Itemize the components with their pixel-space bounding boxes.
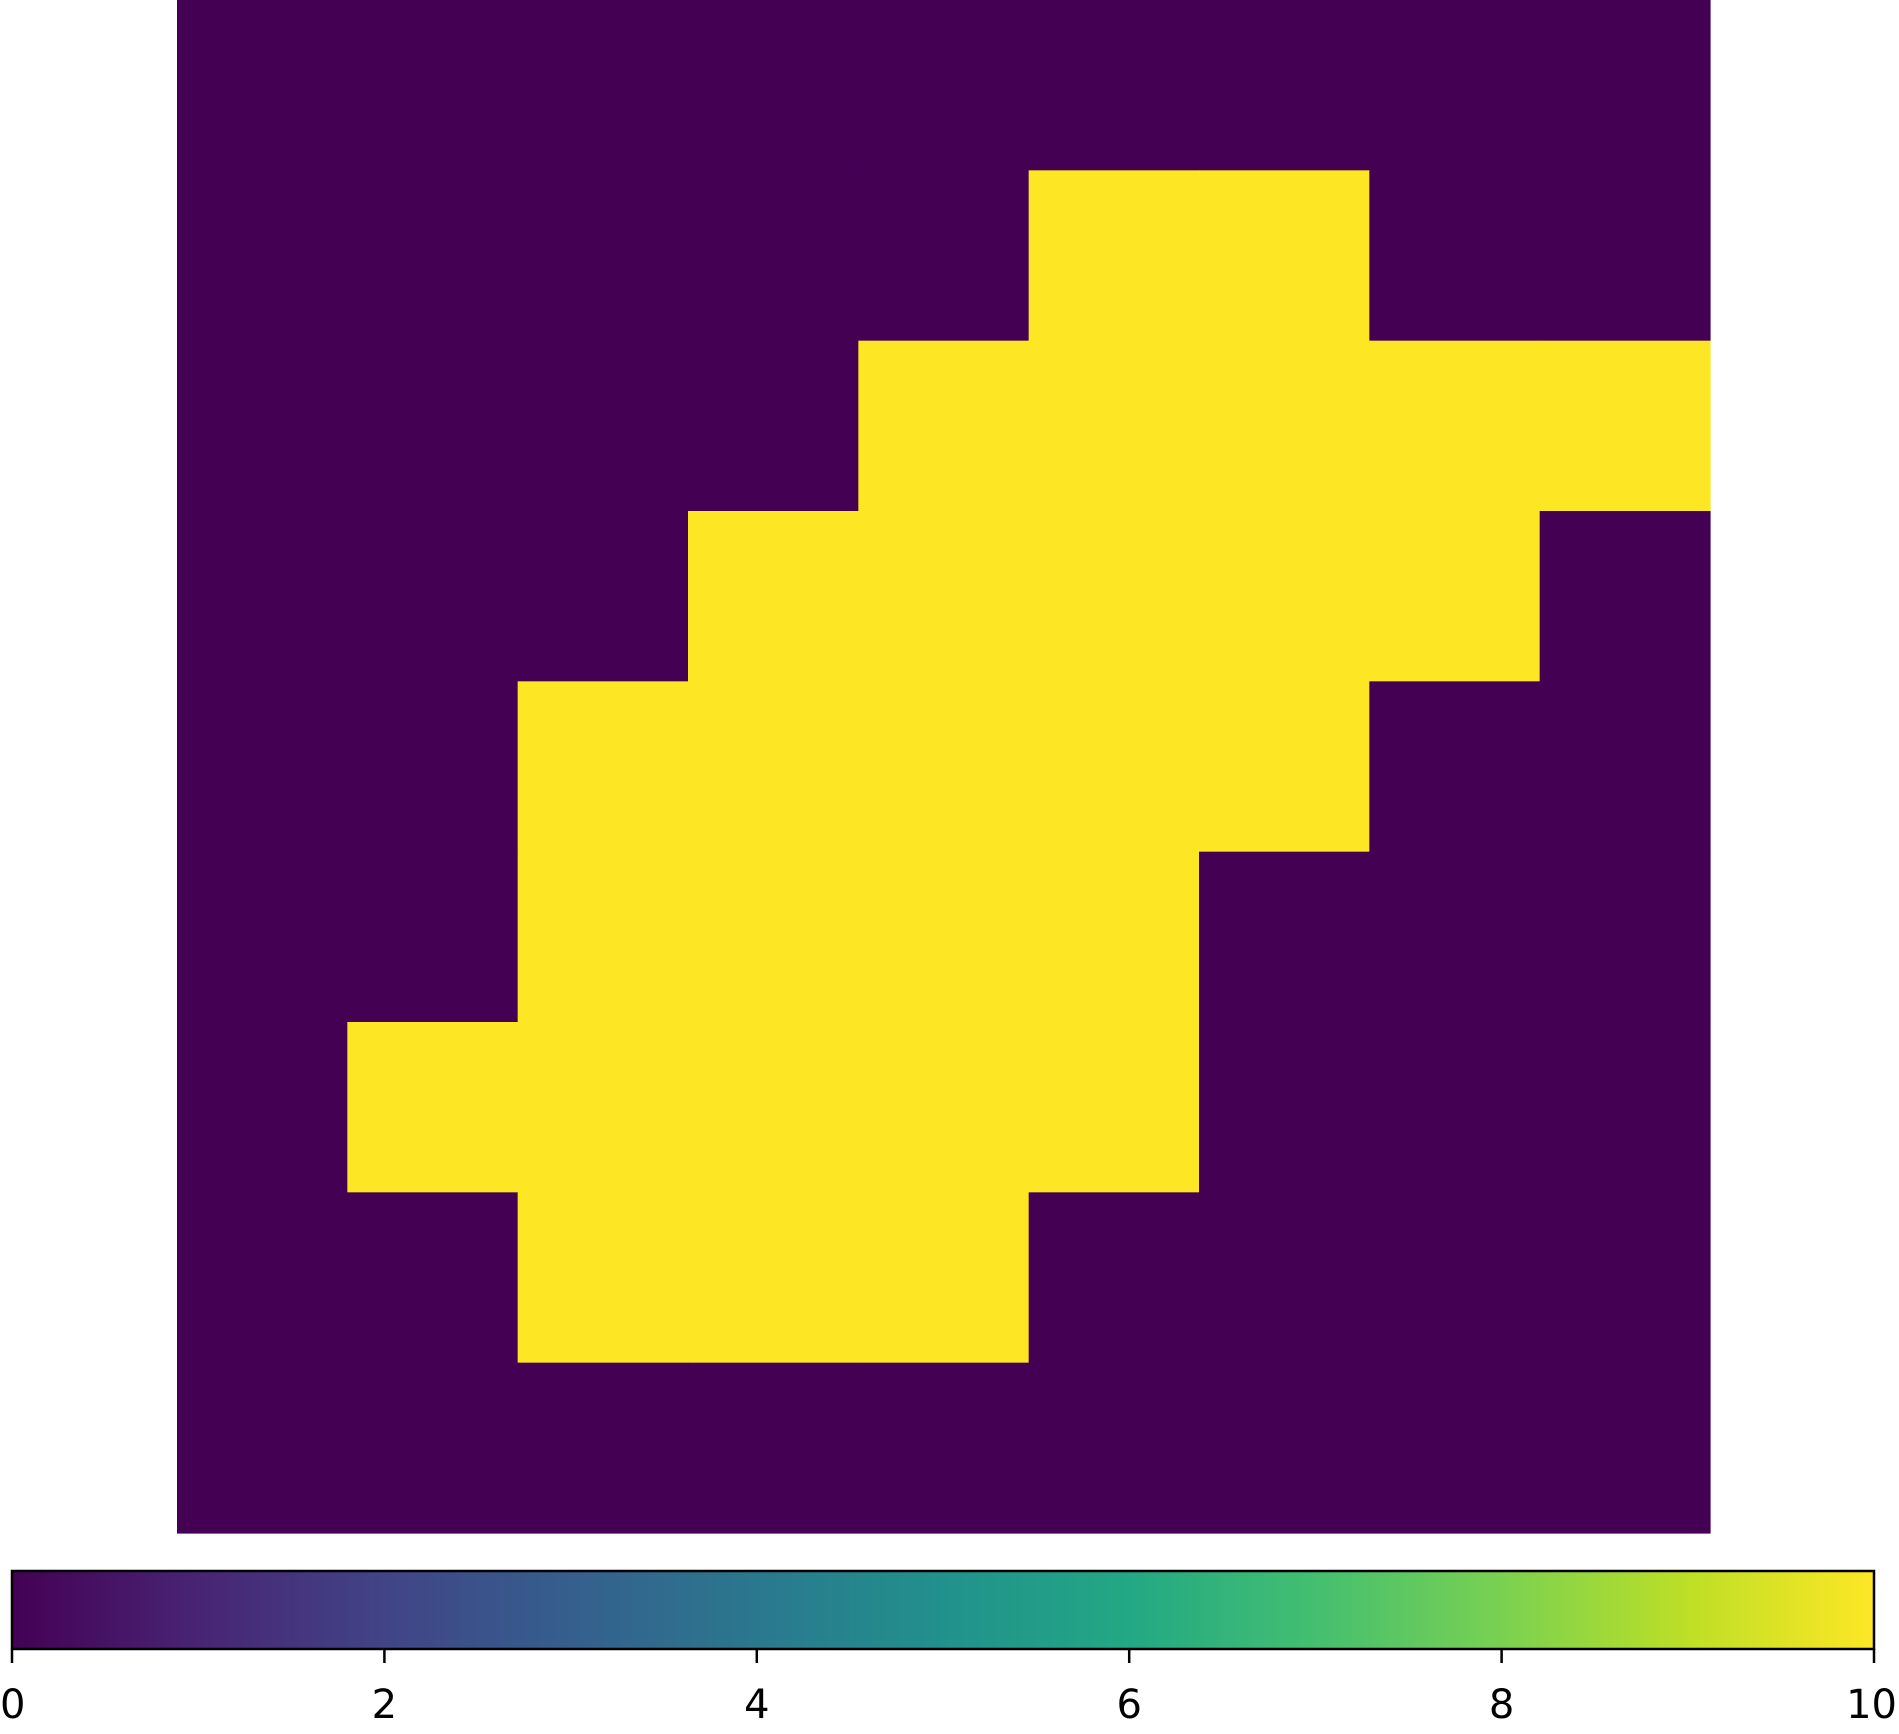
heatmap-cell-r3-c8 [1539,511,1711,682]
heatmap-cell-r7-c4 [858,1192,1030,1364]
heatmap-grid [177,0,1711,1534]
heatmap-cell-r6-c6 [1199,1022,1370,1193]
heatmap-cell-r1-c7 [1369,170,1541,342]
heatmap-cell-r2-c1 [347,340,519,512]
heatmap-cell-r6-c5 [1028,1022,1200,1193]
heatmap-cell-r5-c8 [1539,851,1711,1023]
heatmap-cell-r8-c4 [858,1362,1030,1534]
heatmap-cell-r2-c7 [1369,340,1541,512]
heatmap-cell-r7-c6 [1199,1192,1370,1364]
heatmap-cell-r3-c3 [688,511,859,682]
colorbar-tick-label-8: 8 [1489,1682,1514,1728]
heatmap-cell-r5-c3 [688,851,859,1023]
heatmap-cell-r7-c0 [177,1192,348,1364]
colorbar-tick-label-0: 0 [0,1682,25,1728]
heatmap-cell-r1-c6 [1199,170,1370,342]
heatmap-cell-r0-c3 [688,0,859,171]
heatmap-cell-r3-c6 [1199,511,1370,682]
heatmap-cell-r3-c7 [1369,511,1541,682]
heatmap-cell-r8-c5 [1028,1362,1200,1534]
heatmap-cell-r6-c3 [688,1022,859,1193]
heatmap-cell-r3-c1 [347,511,519,682]
heatmap-cell-r8-c2 [517,1362,689,1534]
heatmap-cell-r5-c5 [1028,851,1200,1023]
heatmap-cell-r1-c3 [688,170,859,342]
heatmap-cell-r8-c8 [1539,1362,1711,1534]
heatmap-cell-r4-c7 [1369,681,1541,853]
heatmap-cell-r0-c1 [347,0,519,171]
heatmap-cell-r4-c4 [858,681,1030,853]
heatmap-cell-r2-c2 [517,340,689,512]
colorbar-tick-label-10: 10 [1846,1682,1897,1728]
heatmap-cell-r4-c8 [1539,681,1711,853]
heatmap-cell-r1-c0 [177,170,348,342]
heatmap-cell-r1-c5 [1028,170,1200,342]
colorbar-ticks: 0 2 4 6 8 10 [0,1649,1897,1728]
heatmap-cell-r6-c0 [177,1022,348,1193]
heatmap-cell-r6-c1 [347,1022,519,1193]
heatmap-cell-r0-c2 [517,0,689,171]
heatmap-cell-r5-c1 [347,851,519,1023]
heatmap-cell-r5-c7 [1369,851,1541,1023]
heatmap-cell-r1-c1 [347,170,519,342]
heatmap-cell-r4-c0 [177,681,348,853]
heatmap-cell-r0-c4 [858,0,1030,171]
heatmap-cell-r7-c5 [1028,1192,1200,1364]
colorbar-tick-label-4: 4 [744,1682,769,1728]
colorbar: 0 2 4 6 8 10 [0,1569,1897,1728]
heatmap-cell-r3-c0 [177,511,348,682]
heatmap-cell-r6-c4 [858,1022,1030,1193]
heatmap-cell-r5-c6 [1199,851,1370,1023]
heatmap-cell-r0-c0 [177,0,348,171]
heatmap-cell-r2-c3 [688,340,859,512]
heatmap-cell-r6-c7 [1369,1022,1541,1193]
heatmap-cell-r4-c6 [1199,681,1370,853]
heatmap-cell-r0-c5 [1028,0,1200,171]
heatmap-cell-r4-c3 [688,681,859,853]
heatmap-cell-r6-c2 [517,1022,689,1193]
heatmap-cell-r4-c5 [1028,681,1200,853]
heatmap-cell-r1-c4 [858,170,1030,342]
heatmap-cell-r4-c2 [517,681,689,853]
heatmap-cell-r0-c6 [1199,0,1370,171]
heatmap-cell-r3-c2 [517,511,689,682]
heatmap-cell-r7-c1 [347,1192,519,1364]
colorbar-tick-label-2: 2 [372,1682,397,1728]
colorbar-tick-label-6: 6 [1116,1682,1141,1728]
colorbar-gradient [10,1569,1876,1651]
heatmap-cell-r1-c2 [517,170,689,342]
heatmap-cell-r8-c1 [347,1362,519,1534]
heatmap-cell-r5-c2 [517,851,689,1023]
heatmap-cell-r5-c0 [177,851,348,1023]
heatmap-cell-r6-c8 [1539,1022,1711,1193]
heatmap-cell-r2-c5 [1028,340,1200,512]
heatmap-cell-r0-c7 [1369,0,1541,171]
heatmap-cell-r7-c7 [1369,1192,1541,1364]
heatmap-cell-r3-c4 [858,511,1030,682]
heatmap-cell-r5-c4 [858,851,1030,1023]
heatmap-cell-r3-c5 [1028,511,1200,682]
heatmap-cell-r1-c8 [1539,170,1711,342]
heatmap-cell-r8-c7 [1369,1362,1541,1534]
heatmap-cell-r2-c0 [177,340,348,512]
heatmap-cell-r8-c3 [688,1362,859,1534]
heatmap-cell-r8-c0 [177,1362,348,1534]
heatmap-cell-r7-c8 [1539,1192,1711,1364]
heatmap-cell-r2-c8 [1539,340,1711,512]
heatmap-cell-r4-c1 [347,681,519,853]
heatmap-cell-r7-c3 [688,1192,859,1364]
heatmap-cell-r8-c6 [1199,1362,1370,1534]
heatmap-cell-r2-c6 [1199,340,1370,512]
heatmap-cell-r2-c4 [858,340,1030,512]
heatmap-cell-r7-c2 [517,1192,689,1364]
heatmap-cell-r0-c8 [1539,0,1711,171]
